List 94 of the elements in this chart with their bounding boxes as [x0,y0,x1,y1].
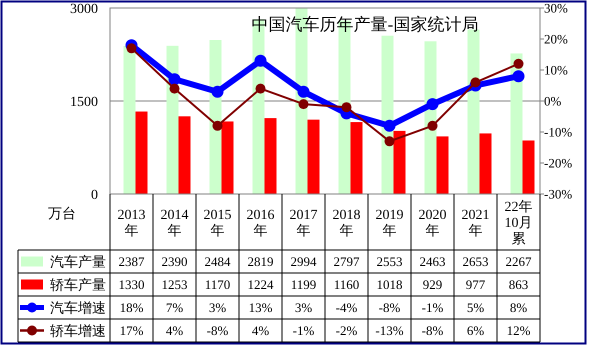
bar [308,120,320,194]
point [384,120,396,132]
y2-tick-label: 0% [544,94,562,109]
x-tick-label: 2016年 [246,208,274,239]
data-label: 2797 [334,254,360,270]
data-label: 5% [466,300,484,316]
data-label: 2553 [376,254,402,270]
x-tick-label: 2020年 [418,208,446,239]
data-label: 1199 [290,277,316,292]
y2-tick-label: 20% [544,32,568,47]
data-label: 4% [166,323,184,338]
point [514,58,524,69]
chart-title: 中国汽车历年产量-国家统计局 [252,15,478,34]
bar [350,122,362,194]
data-label: -13% [375,323,404,338]
data-label: 2994 [290,254,317,270]
data-label: 1170 [204,277,230,292]
data-label: -4% [336,300,358,316]
data-label: 3% [208,300,226,316]
data-label: 8% [510,300,528,316]
bar [124,46,136,194]
x-tick-label: 2021年 [462,208,490,239]
data-label: 1330 [118,277,144,292]
bar [394,130,406,194]
y2-tick-label: -30% [544,186,572,202]
legend-label: 轿车增速 [50,323,106,340]
bar [178,116,190,194]
data-label: -1% [422,300,444,316]
y-axis-title: 万台 [48,206,76,222]
bar [436,136,448,194]
point [342,102,352,112]
data-label: 977 [466,277,486,292]
point [298,86,310,98]
data-label: 3% [294,300,312,316]
data-label: -8% [378,300,400,316]
bar [522,140,534,194]
point [126,43,136,54]
data-label: 2390 [162,254,188,270]
data-label: 12% [506,323,531,338]
data-label: 2819 [248,254,274,270]
y-tick-label: 3000 [70,2,98,17]
x-tick-label: 2018年 [332,208,360,239]
x-tick-label: 2015年 [204,208,232,239]
data-label: -1% [292,323,314,338]
x-tick-label: 22年10月累 [504,198,532,247]
point [512,70,524,82]
bar [480,133,492,194]
data-label: 2267 [506,254,532,270]
data-label: 2484 [204,254,231,270]
data-label: 863 [508,277,528,292]
data-label: 1224 [248,277,274,292]
data-label: -8% [422,323,444,338]
point [428,120,438,131]
bar [264,118,276,194]
y-tick-label: 0 [91,188,98,203]
y2-tick-label: -10% [544,124,572,140]
data-label: 1253 [162,277,188,292]
point [470,77,480,88]
data-label: 1160 [334,277,360,292]
data-label: 4% [252,323,270,338]
legend-label: 汽车产量 [50,254,106,270]
y2-tick-label: 30% [544,0,568,16]
x-tick-label: 2017年 [290,208,318,239]
point [384,136,394,146]
x-tick-label: 2013年 [118,208,146,239]
data-label: 7% [166,300,184,316]
y2-tick-label: 10% [544,62,568,78]
data-label: -2% [336,323,358,338]
data-label: 17% [120,323,144,338]
bar [136,112,148,194]
y-tick-label: 1500 [70,94,98,110]
data-label: 18% [120,300,144,316]
bar [222,121,234,194]
x-tick-label: 2014年 [160,208,188,239]
x-tick-label: 2019年 [376,208,404,239]
data-label: 2463 [420,254,446,270]
data-label: 2387 [118,254,145,270]
data-label: 6% [466,323,484,338]
legend-label: 轿车产量 [50,277,106,294]
point [254,54,266,67]
point [298,99,308,110]
point [170,84,180,94]
data-label: 1018 [376,277,402,292]
point [212,86,224,98]
data-label: 13% [248,300,273,316]
data-label: 929 [422,277,442,292]
data-label: -8% [206,323,228,338]
point [212,120,222,131]
point [168,73,180,86]
point [426,98,438,110]
point [256,84,266,94]
data-label: 2653 [462,254,488,270]
legend-label: 汽车增速 [50,300,106,316]
y2-tick-label: -20% [544,156,572,171]
